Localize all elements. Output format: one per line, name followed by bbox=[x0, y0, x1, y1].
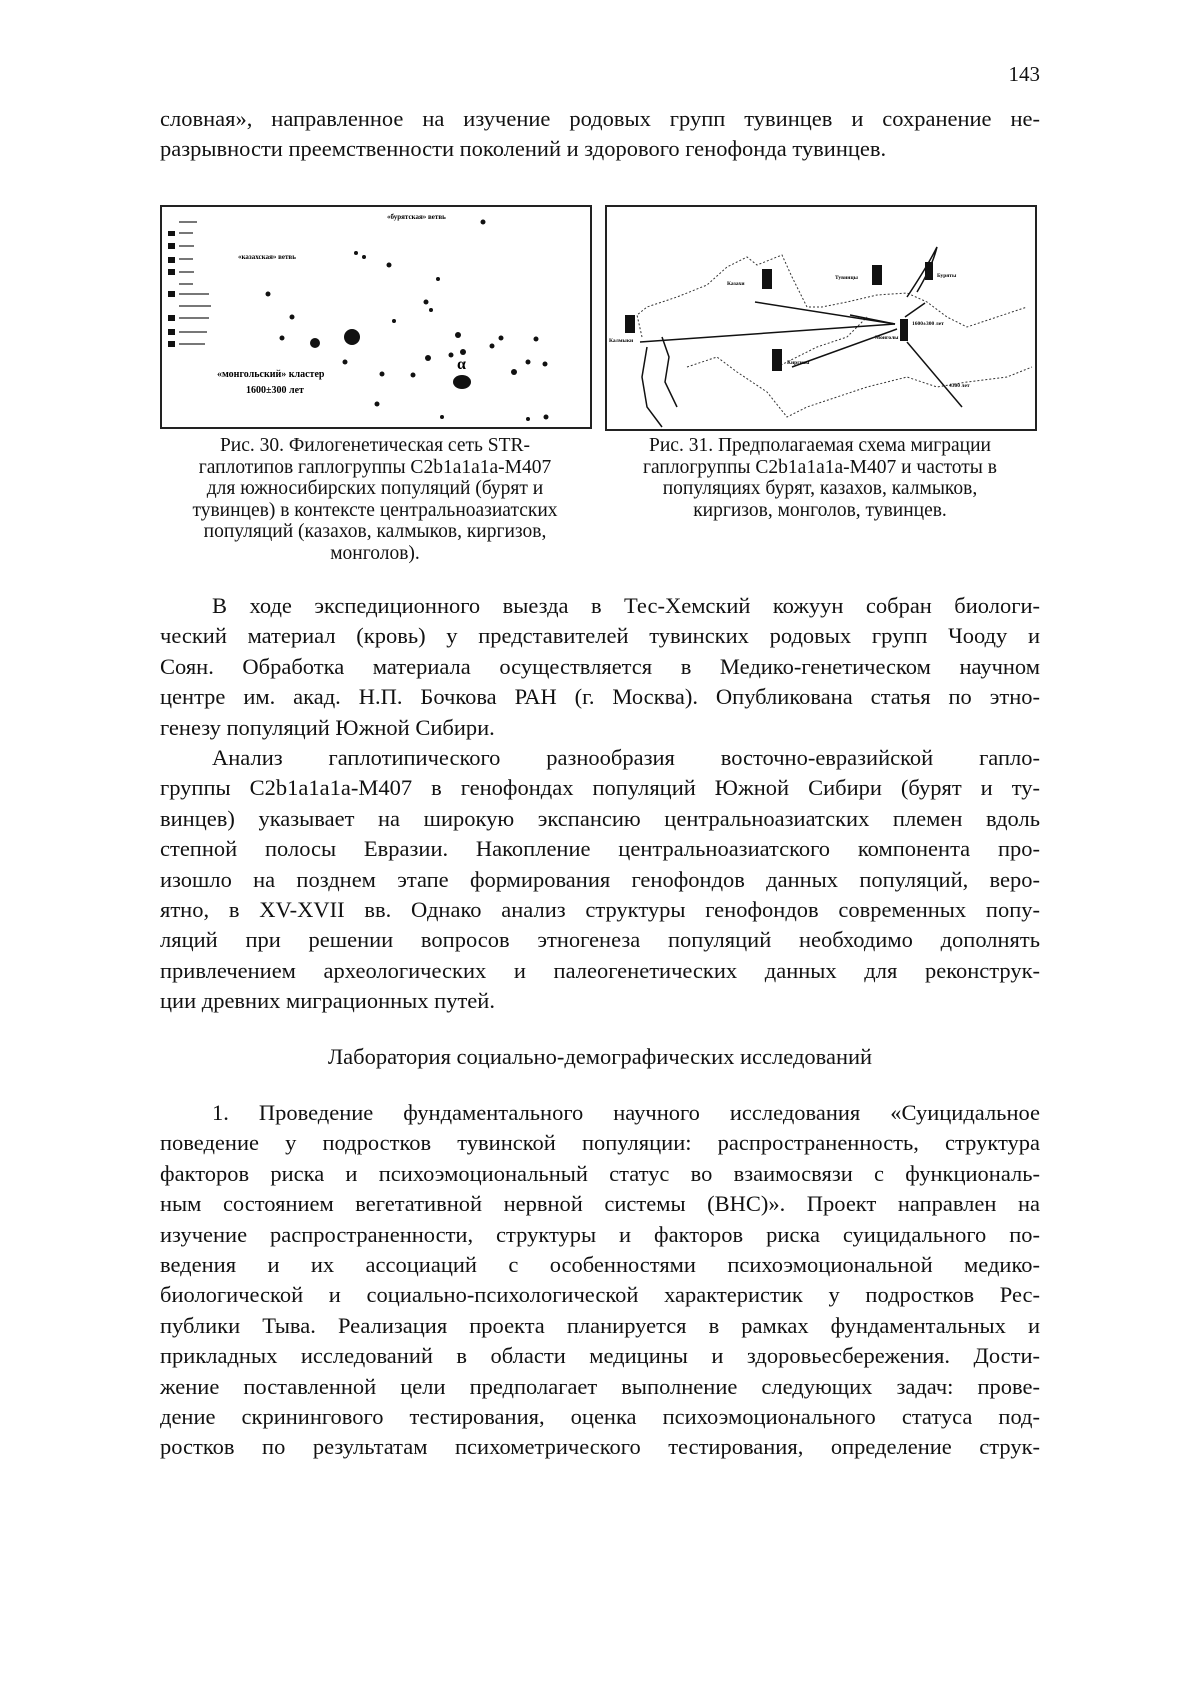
phylogenetic-network-image: «бурятская» ветвь «казахская» ветвь «мон… bbox=[168, 213, 549, 421]
label-kazakhs: Казахи bbox=[727, 281, 745, 287]
label-alpha: α bbox=[457, 356, 466, 373]
text-line: ным состоянием вегетативной нервной сист… bbox=[160, 1191, 1040, 1217]
paragraph-expedition: В ходе экспедиционного выезда в Тес-Хемс… bbox=[160, 591, 1040, 743]
caption-line: популяциях бурят, казахов, калмыков, bbox=[662, 478, 978, 500]
section-heading: Лаборатория социально-демографических ис… bbox=[327, 1044, 873, 1069]
figure-30-caption: Рис. 30. Филогенетическая сеть STR- гапл… bbox=[160, 435, 590, 565]
label-age-2: 4300 лет bbox=[949, 383, 970, 389]
text-line: поведение у подростков тувинской популяц… bbox=[160, 1130, 1040, 1156]
text-line: В ходе экспедиционного выезда в Тес-Хемс… bbox=[212, 593, 1040, 618]
paragraph-research-project: 1. Проведение фундаментального научного … bbox=[160, 1098, 1040, 1463]
migration-map-image: Казахи Тувинцы Буряты Калмыки Монголы Ки… bbox=[609, 246, 1033, 428]
figure-30-network: «бурятская» ветвь «казахская» ветвь «мон… bbox=[160, 205, 592, 429]
text-line: жение поставленной цели предполагает вып… bbox=[160, 1373, 1040, 1399]
text-line: ческий материал (кровь) у представителей… bbox=[160, 623, 1040, 649]
text-line: ростков по результатам психометрического… bbox=[160, 1434, 1040, 1460]
caption-line: гаплогруппы C2b1a1a1a-M407 и частоты в bbox=[643, 456, 997, 478]
figure-31-migration-map: Казахи Тувинцы Буряты Калмыки Монголы Ки… bbox=[605, 205, 1037, 431]
text-line: изошло на позднем этапе формирования ген… bbox=[160, 866, 1040, 892]
text-line: Анализ гаплотипического разнообразия вос… bbox=[212, 745, 1040, 770]
label-mongols: Монголы bbox=[875, 335, 899, 341]
text-line: ведения и их ассоциаций с особенностями … bbox=[160, 1251, 1040, 1277]
label-tuvans: Тувинцы bbox=[835, 275, 859, 281]
text-line: привлечением археологических и палеогене… bbox=[160, 957, 1040, 983]
caption-line: популяций (казахов, калмыков, киргизов, bbox=[203, 521, 547, 543]
caption-line: гаплотипов гаплогруппы C2b1a1a1a-M407 bbox=[198, 456, 552, 478]
figure-31-caption: Рис. 31. Предполагаемая схема миграции г… bbox=[605, 435, 1035, 521]
caption-line: для южносибирских популяций (бурят и bbox=[206, 478, 544, 500]
label-mongol-cluster: «монгольский» кластер bbox=[217, 369, 325, 380]
text-line: публики Тыва. Реализация проекта планиру… bbox=[160, 1312, 1040, 1338]
text-line: ции древних миграционных путей. bbox=[160, 988, 495, 1014]
text-line: 1. Проведение фундаментального научного … bbox=[212, 1100, 1040, 1125]
label-kyrgyz: Киргизы bbox=[787, 360, 810, 366]
caption-line: Рис. 30. Филогенетическая сеть STR- bbox=[219, 435, 531, 456]
text-line: ятно, в XV-XVII вв. Однако анализ структ… bbox=[160, 896, 1040, 922]
text-line: изучение распространенности, структуры и… bbox=[160, 1221, 1040, 1247]
text-line: винцев) указывает на широкую экспансию ц… bbox=[160, 805, 1040, 831]
text-line: словная», направленное на изучение родов… bbox=[160, 106, 1040, 131]
text-line: прикладных исследований в области медици… bbox=[160, 1343, 1040, 1369]
text-line: факторов риска и психоэмоциональный стат… bbox=[160, 1160, 1040, 1186]
page-number: 143 bbox=[1008, 62, 1041, 86]
text-line: степной полосы Евразии. Накопление центр… bbox=[160, 836, 1040, 862]
text-line: Соян. Обработка материала осуществляется… bbox=[160, 653, 1040, 679]
label-age-1: 1600±300 лет bbox=[912, 321, 944, 327]
paragraph-analysis: Анализ гаплотипического разнообразия вос… bbox=[160, 743, 1040, 1017]
caption-line: тувинцев) в контексте центральноазиатски… bbox=[192, 499, 558, 521]
text-line: дение скринингового тестирования, оценка… bbox=[160, 1403, 1040, 1429]
text-line: центре им. акад. Н.П. Бочкова РАН (г. Мо… bbox=[160, 684, 1040, 710]
text-line: группы C2b1a1a1a-M407 в генофондах попул… bbox=[160, 775, 1040, 801]
caption-line: киргизов, монголов, тувинцев. bbox=[693, 499, 947, 521]
text-line: разрывности преемственности поколений и … bbox=[160, 136, 887, 162]
text-line: биологической и социально-психологическо… bbox=[160, 1282, 1040, 1308]
text-line: генезу популяций Южной Сибири. bbox=[160, 714, 495, 740]
text-line: ляций при решении вопросов этногенеза по… bbox=[160, 927, 1040, 953]
label-kalmyks: Калмыки bbox=[609, 338, 634, 344]
label-age: 1600±300 лет bbox=[246, 385, 304, 396]
label-kazakh-branch: «казахская» ветвь bbox=[238, 253, 296, 261]
label-buryats: Буряты bbox=[937, 273, 957, 279]
caption-line: монголов). bbox=[330, 542, 420, 564]
caption-line: Рис. 31. Предполагаемая схема миграции bbox=[649, 435, 991, 456]
intro-paragraph: словная», направленное на изучение родов… bbox=[160, 104, 1040, 165]
label-buryat-branch: «бурятская» ветвь bbox=[387, 213, 446, 221]
